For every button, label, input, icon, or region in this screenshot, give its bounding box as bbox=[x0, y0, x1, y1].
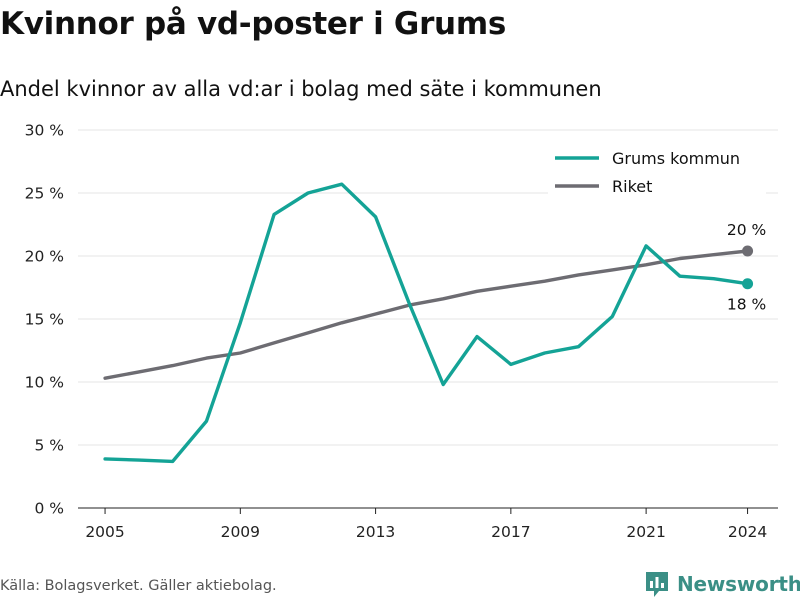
end-label-riket: 20 % bbox=[727, 221, 766, 239]
end-marker-riket bbox=[742, 245, 754, 257]
source-note: Källa: Bolagsverket. Gäller aktiebolag. bbox=[0, 578, 277, 594]
chart-subtitle: Andel kvinnor av alla vd:ar i bolag med … bbox=[0, 77, 602, 101]
end-marker-grums bbox=[742, 278, 754, 290]
legend-label-riket: Riket bbox=[612, 177, 652, 196]
y-tick-label: 30 % bbox=[25, 122, 64, 140]
brand-name: Newsworthy bbox=[677, 572, 800, 596]
x-tick-label: 2005 bbox=[85, 523, 124, 541]
legend-label-grums: Grums kommun bbox=[612, 149, 740, 168]
chart-title: Kvinnor på vd-poster i Grums bbox=[0, 6, 506, 42]
y-tick-label: 25 % bbox=[25, 185, 64, 203]
y-tick-label: 0 % bbox=[34, 500, 64, 518]
y-tick-label: 10 % bbox=[25, 374, 64, 392]
series-line-riket bbox=[103, 249, 750, 380]
end-label-grums: 18 % bbox=[727, 296, 766, 314]
y-tick-label: 20 % bbox=[25, 248, 64, 266]
x-tick-label: 2021 bbox=[626, 523, 665, 541]
series-line-grums bbox=[103, 182, 750, 464]
y-tick-label: 5 % bbox=[34, 437, 64, 455]
y-tick-label: 15 % bbox=[25, 311, 64, 329]
line-chart: 0 % 5 % 10 % 15 % 20 % 25 % 30 % 2005 2009 2013 20… bbox=[25, 122, 778, 541]
x-tick-label: 2013 bbox=[356, 523, 395, 541]
x-tick-label: 2017 bbox=[491, 523, 530, 541]
bar-chart-logo-icon bbox=[646, 572, 668, 597]
x-tick-label: 2009 bbox=[221, 523, 260, 541]
brand-logo: Newsworthy bbox=[644, 570, 800, 598]
x-tick-label: 2024 bbox=[728, 523, 767, 541]
